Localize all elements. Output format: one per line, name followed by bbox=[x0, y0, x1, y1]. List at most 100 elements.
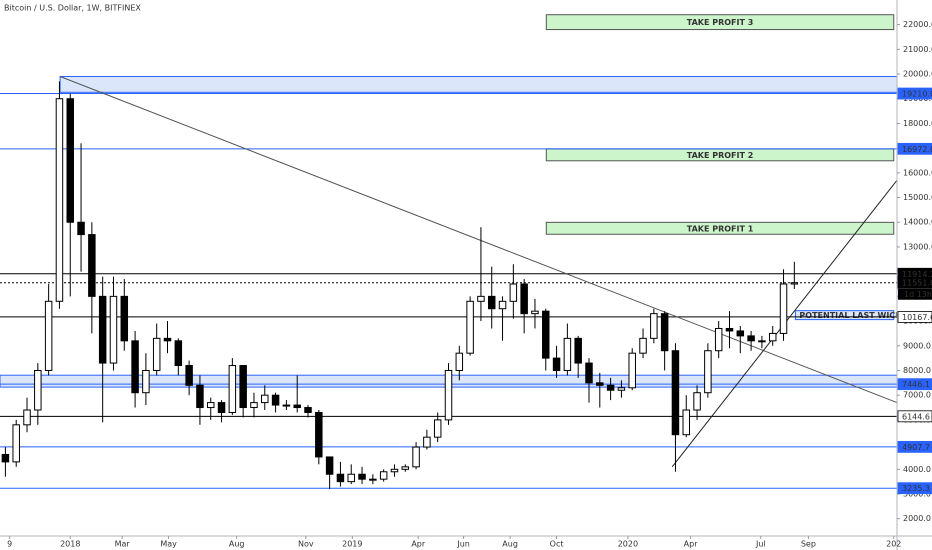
candle-body bbox=[487, 295, 496, 310]
zone-label: POTENTIAL LAST WICK HERE bbox=[799, 311, 928, 320]
x-tick-label: May bbox=[160, 540, 177, 549]
candle-body bbox=[671, 350, 680, 436]
price-label: 19210.0 bbox=[902, 90, 932, 99]
price-label: 11551.0 bbox=[902, 279, 932, 288]
candle-body bbox=[315, 411, 323, 458]
price-label-box bbox=[897, 142, 932, 155]
x-tick-label: Aug bbox=[229, 540, 245, 549]
candle-body bbox=[174, 340, 183, 367]
candle-body bbox=[261, 394, 269, 404]
candle-body bbox=[250, 402, 258, 409]
candle-body bbox=[466, 300, 474, 354]
countdown: 1d 13h bbox=[904, 290, 932, 299]
candle-body bbox=[98, 295, 107, 364]
price-label-box bbox=[897, 87, 932, 100]
candle-body bbox=[77, 221, 85, 236]
candle-body bbox=[1, 453, 10, 463]
candle-body bbox=[88, 234, 96, 297]
candle-body bbox=[542, 310, 550, 359]
x-tick-label: 2020 bbox=[618, 540, 638, 549]
y-tick-label: 20000.0 bbox=[903, 70, 932, 79]
candle-body bbox=[704, 350, 712, 394]
candle-body bbox=[639, 337, 647, 354]
candle-body bbox=[747, 335, 755, 342]
candle-body bbox=[293, 404, 301, 409]
x-tick-label: Sep bbox=[801, 540, 816, 549]
y-tick-label: 15000.0 bbox=[903, 193, 932, 202]
price-label: 7446.1 bbox=[902, 380, 930, 389]
price-label: 11914.2 bbox=[902, 270, 932, 279]
candle-body bbox=[152, 337, 161, 371]
y-tick-label: 16000.0 bbox=[903, 168, 932, 177]
candle-body bbox=[12, 424, 20, 463]
candle-body bbox=[131, 340, 139, 394]
y-tick-label: 21000.0 bbox=[903, 45, 932, 54]
x-tick-label: Mar bbox=[115, 540, 131, 549]
candle-body bbox=[271, 394, 280, 406]
candle-body bbox=[563, 337, 572, 371]
candle-body bbox=[552, 357, 561, 371]
candle-body bbox=[693, 392, 701, 411]
candle-body bbox=[412, 446, 420, 468]
zone-label: TAKE PROFIT 2 bbox=[687, 151, 754, 160]
x-tick-label: Apr bbox=[684, 540, 699, 549]
candle-body bbox=[682, 409, 691, 436]
x-tick-label: Apr bbox=[411, 540, 426, 549]
y-tick-label: 4000.0 bbox=[903, 465, 931, 474]
candle-body bbox=[725, 327, 734, 332]
candle-body bbox=[34, 369, 42, 411]
candle-body bbox=[768, 332, 777, 342]
x-tick-label: 2018 bbox=[60, 540, 80, 549]
candle-body bbox=[358, 473, 366, 480]
x-tick-label: 202 bbox=[886, 540, 901, 549]
candle-body bbox=[44, 300, 53, 371]
axis: 2000.03000.04000.05000.06000.07000.08000… bbox=[7, 20, 932, 549]
candle-body bbox=[477, 295, 485, 302]
candle-body bbox=[325, 456, 334, 475]
candle-body bbox=[369, 478, 377, 481]
y-tick-label: 9000.0 bbox=[903, 341, 931, 350]
candle-body bbox=[379, 471, 388, 480]
price-label: 4907.7 bbox=[902, 443, 930, 452]
candle-body bbox=[120, 295, 129, 342]
candle-body bbox=[185, 365, 193, 386]
candle-body bbox=[347, 473, 355, 483]
zone bbox=[545, 14, 895, 31]
x-tick-label: Oct bbox=[550, 540, 564, 549]
candle-body bbox=[509, 283, 518, 302]
price-label-box bbox=[897, 482, 932, 495]
candle-body bbox=[142, 369, 150, 394]
candle-body bbox=[206, 402, 215, 409]
y-tick-label: 22000.0 bbox=[903, 20, 932, 29]
trend-line bbox=[59, 76, 898, 404]
y-tick-label: 13000.0 bbox=[903, 242, 932, 251]
candle-body bbox=[596, 382, 604, 386]
candle-body bbox=[23, 409, 31, 426]
countdown-box bbox=[898, 288, 932, 300]
candle-body bbox=[606, 384, 615, 391]
candle-body bbox=[585, 362, 593, 384]
x-tick-label: Jul bbox=[755, 540, 766, 549]
candle-body bbox=[714, 327, 723, 352]
candle-body bbox=[444, 369, 453, 421]
zone bbox=[794, 310, 895, 321]
price-label: 16972.0 bbox=[902, 145, 932, 154]
candle-body bbox=[660, 313, 669, 352]
candle-body bbox=[617, 387, 626, 391]
candle-body bbox=[628, 352, 636, 389]
price-label: 6144.6 bbox=[902, 412, 930, 421]
x-tick-label: 2019 bbox=[342, 540, 362, 549]
candle-body bbox=[531, 310, 539, 315]
candle-body bbox=[650, 313, 658, 339]
candle-body bbox=[455, 352, 464, 371]
price-label: 10167.6 bbox=[902, 313, 932, 322]
candle-body bbox=[228, 365, 237, 413]
candle-body bbox=[423, 436, 431, 448]
y-tick-label: 14000.0 bbox=[903, 218, 932, 227]
zone bbox=[59, 75, 898, 93]
candle-body bbox=[433, 419, 442, 438]
candle-body bbox=[217, 402, 226, 413]
zone bbox=[545, 221, 895, 235]
candle-body bbox=[779, 283, 788, 334]
